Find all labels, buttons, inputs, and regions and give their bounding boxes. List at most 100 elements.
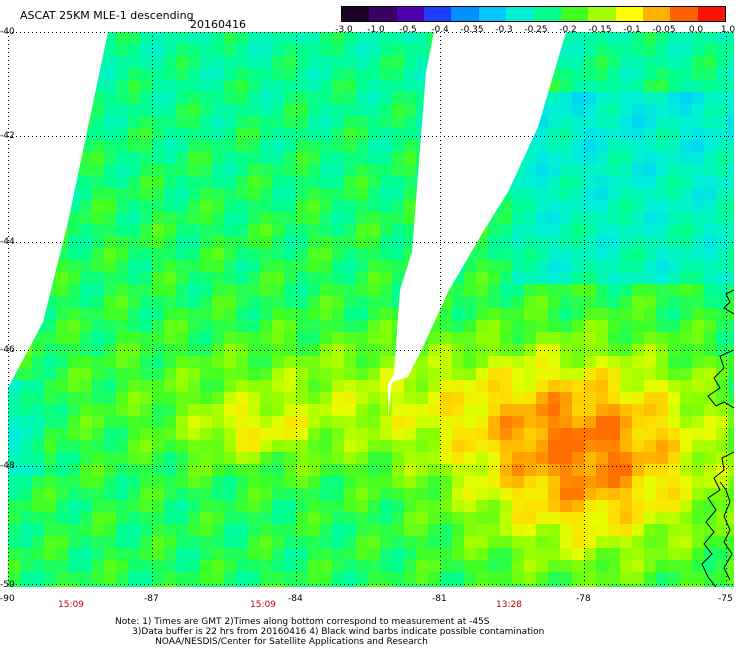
swath-cell — [32, 200, 45, 213]
swath-cell — [92, 572, 105, 585]
swath-cell — [92, 296, 105, 309]
swath-cell — [200, 440, 213, 453]
swath-cell — [116, 320, 129, 333]
swath-cell — [260, 476, 273, 489]
swath-cell — [152, 92, 165, 105]
swath-cell — [248, 116, 261, 129]
swath-cell — [8, 548, 21, 561]
swath-cell — [644, 176, 657, 189]
swath-cell — [512, 308, 525, 321]
swath-cell — [368, 44, 381, 57]
swath-cell — [572, 584, 585, 587]
swath-cell — [608, 68, 621, 81]
swath-cell — [20, 116, 33, 129]
swath-cell — [116, 188, 129, 201]
swath-cell — [296, 128, 309, 141]
swath-cell — [200, 512, 213, 525]
swath-cell — [548, 56, 561, 69]
swath-cell — [164, 572, 177, 585]
swath-cell — [128, 296, 141, 309]
swath-cell — [452, 428, 465, 441]
swath-cell — [500, 320, 513, 333]
lon-label: -87 — [144, 594, 159, 604]
swath-cell — [368, 260, 381, 273]
swath-cell — [440, 248, 453, 261]
swath-cell — [176, 428, 189, 441]
swath-cell — [104, 392, 117, 405]
swath-cell — [620, 56, 633, 69]
swath-cell — [368, 140, 381, 153]
swath-cell — [512, 188, 525, 201]
swath-cell — [140, 284, 153, 297]
swath-cell — [68, 584, 81, 587]
swath-cell — [404, 116, 417, 129]
swath-cell — [404, 584, 417, 587]
swath-cell — [668, 152, 681, 165]
swath-cell — [320, 488, 333, 501]
swath-cell — [224, 176, 237, 189]
swath-cell — [80, 440, 93, 453]
swath-cell — [716, 260, 729, 273]
swath-cell — [344, 260, 357, 273]
swath-cell — [404, 272, 417, 285]
swath-cell — [536, 464, 549, 477]
swath-cell — [716, 524, 729, 537]
swath-cell — [440, 68, 453, 81]
swath-cell — [92, 44, 105, 57]
swath-cell — [644, 68, 657, 81]
swath-cell — [260, 428, 273, 441]
swath-cell — [272, 380, 285, 393]
swath-cell — [128, 260, 141, 273]
time-label: 13:28 — [496, 600, 522, 610]
swath-cell — [236, 572, 249, 585]
swath-cell — [320, 224, 333, 237]
swath-cell — [140, 176, 153, 189]
swath-cell — [560, 188, 573, 201]
swath-cell — [632, 428, 645, 441]
swath-cell — [632, 344, 645, 357]
swath-cell — [596, 116, 609, 129]
swath-cell — [356, 368, 369, 381]
swath-cell — [728, 464, 734, 477]
swath-cell — [584, 380, 597, 393]
swath-cell — [320, 92, 333, 105]
swath-cell — [68, 308, 81, 321]
swath-cell — [632, 128, 645, 141]
swath-cell — [308, 56, 321, 69]
swath-cell — [656, 428, 669, 441]
swath-cell — [728, 260, 734, 273]
swath-cell — [656, 212, 669, 225]
swath-cell — [32, 236, 45, 249]
swath-cell — [320, 80, 333, 93]
swath-cell — [476, 320, 489, 333]
swath-cell — [164, 92, 177, 105]
swath-cell — [548, 284, 561, 297]
swath-cell — [680, 392, 693, 405]
swath-cell — [56, 548, 69, 561]
swath-cell — [236, 176, 249, 189]
swath-cell — [224, 104, 237, 117]
swath-cell — [692, 68, 705, 81]
swath-cell — [68, 272, 81, 285]
swath-cell — [656, 164, 669, 177]
swath-cell — [128, 548, 141, 561]
swath-cell — [164, 296, 177, 309]
swath-cell — [404, 248, 417, 261]
swath-cell — [344, 416, 357, 429]
swath-cell — [176, 476, 189, 489]
swath-cell — [440, 548, 453, 561]
swath-cell — [728, 272, 734, 285]
swath-cell — [524, 536, 537, 549]
swath-cell — [368, 332, 381, 345]
swath-cell — [176, 272, 189, 285]
swath-cell — [476, 284, 489, 297]
swath-cell — [380, 152, 393, 165]
swath-cell — [104, 164, 117, 177]
swath-cell — [308, 560, 321, 573]
swath-cell — [344, 152, 357, 165]
swath-cell — [236, 476, 249, 489]
swath-cell — [704, 476, 717, 489]
swath-cell — [512, 524, 525, 537]
swath-cell — [680, 260, 693, 273]
swath-cell — [560, 464, 573, 477]
